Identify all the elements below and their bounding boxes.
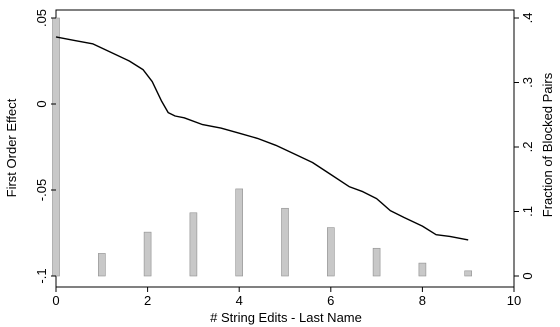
- bar: [418, 262, 427, 277]
- bar: [189, 212, 198, 277]
- x-tick-label: 6: [327, 293, 334, 308]
- x-tick-label: 0: [52, 293, 59, 308]
- bar: [281, 207, 289, 277]
- line-layer: [55, 36, 469, 241]
- series-line: [55, 36, 469, 241]
- y-left-tick-label: -.1: [34, 268, 49, 283]
- bar: [143, 231, 152, 277]
- y-right-tick-label: .1: [520, 206, 535, 217]
- x-tick-label: 4: [236, 293, 243, 308]
- x-tick-label: 10: [507, 293, 521, 308]
- y-right-axis-title: Fraction of Blocked Pairs: [540, 72, 555, 217]
- y-right-tick-label: 0: [520, 272, 535, 279]
- x-axis-title: # String Edits - Last Name: [210, 310, 362, 325]
- bar: [464, 270, 473, 277]
- bar: [235, 188, 243, 277]
- ticks-layer: 0 2 4 6 8 10 -.1 -.05 0 .05 0 .1 .2 .3 .4: [34, 9, 535, 308]
- y-right-tick-label: .2: [520, 142, 535, 153]
- y-left-axis-title: First Order Effect: [4, 98, 19, 197]
- bar: [372, 247, 381, 277]
- bar: [52, 17, 60, 277]
- y-right-tick-label: .4: [520, 13, 535, 24]
- y-right-tick-label: .3: [520, 77, 535, 88]
- bars-layer: [52, 17, 473, 277]
- bar: [98, 253, 106, 277]
- y-left-tick-label: 0: [34, 100, 49, 107]
- bar: [326, 227, 335, 277]
- y-left-tick-label: .05: [34, 9, 49, 27]
- y-left-tick-label: -.05: [34, 179, 49, 201]
- x-tick-label: 2: [144, 293, 151, 308]
- x-tick-label: 8: [419, 293, 426, 308]
